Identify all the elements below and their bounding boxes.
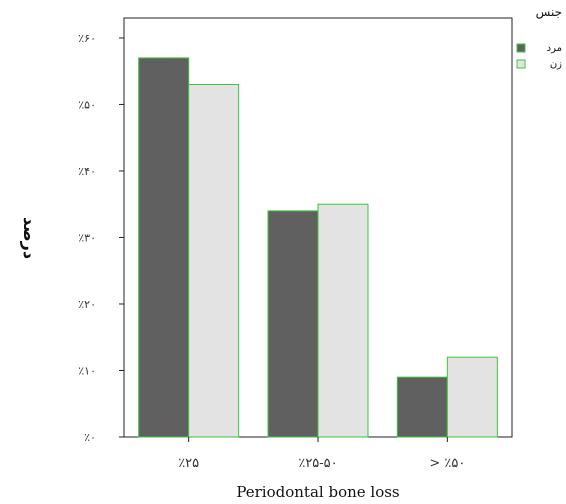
y-axis-label: درصد bbox=[20, 217, 39, 259]
x-axis: ٪۲۵ ٪۲۵-۵۰ > ٪۵۰ bbox=[178, 437, 465, 471]
y-tick-label: ٪۵۰ bbox=[78, 98, 96, 111]
y-tick-label: ٪۱۰ bbox=[78, 364, 96, 377]
bar-male-2 bbox=[396, 376, 448, 438]
bar-male-0 bbox=[138, 57, 190, 438]
legend-label-male: مرد bbox=[547, 43, 562, 54]
bar-male-1 bbox=[267, 210, 319, 438]
y-tick-label: ٪۳۰ bbox=[78, 231, 96, 244]
y-axis: ٪۰ ٪۱۰ ٪۲۰ ٪۳۰ ٪۴۰ ٪۵۰ ٪۶۰ bbox=[78, 32, 124, 444]
legend-label-female: زن bbox=[550, 59, 562, 70]
x-axis-label: Periodontal bone loss bbox=[236, 483, 399, 501]
x-category-label: ٪۲۵-۵۰ bbox=[298, 456, 337, 471]
y-tick-label: ٪۰ bbox=[84, 431, 96, 444]
legend-swatch-female bbox=[516, 59, 526, 69]
bar-female-2 bbox=[446, 356, 498, 438]
legend: جنس مرد زن bbox=[516, 5, 562, 70]
y-tick-label: ٪۲۰ bbox=[78, 298, 96, 311]
bars bbox=[138, 57, 498, 438]
legend-title: جنس bbox=[536, 5, 562, 20]
bar-female-1 bbox=[317, 203, 369, 438]
bar-female-0 bbox=[188, 84, 240, 438]
y-tick-label: ٪۶۰ bbox=[78, 32, 96, 45]
legend-swatch-male bbox=[516, 43, 526, 53]
x-category-label: > ٪۵۰ bbox=[429, 456, 465, 471]
x-category-label: ٪۲۵ bbox=[178, 456, 199, 471]
y-tick-label: ٪۴۰ bbox=[78, 165, 96, 178]
